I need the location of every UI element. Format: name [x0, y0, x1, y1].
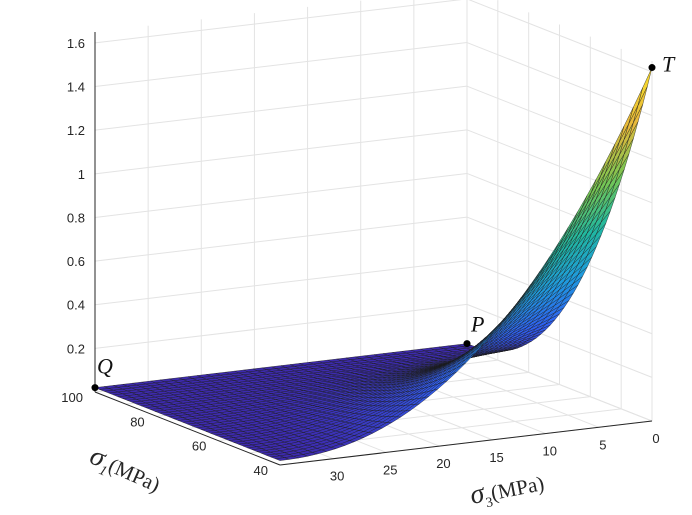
- grid-line: [94, 303, 468, 349]
- x-tick-label: 30: [330, 469, 344, 484]
- surface-cell: [637, 67, 653, 106]
- x-tick-label: 5: [599, 437, 606, 452]
- point-marker-t: [648, 64, 656, 72]
- grid-line: [466, 42, 653, 117]
- grid-line: [94, 129, 468, 175]
- point-label-t: T: [662, 52, 676, 77]
- grid-line: [94, 42, 468, 88]
- grid-line: [468, 0, 653, 73]
- point-marker-p: [463, 340, 471, 348]
- grid-line: [94, 172, 468, 218]
- z-tick-label: 1.6: [67, 36, 85, 51]
- x-tick-label: 25: [383, 462, 397, 477]
- x-tick-label: 20: [436, 456, 450, 471]
- grid-line: [466, 129, 653, 204]
- surface-mesh: [94, 67, 653, 461]
- point-label-q: Q: [97, 354, 113, 379]
- y-tick-label: 60: [192, 439, 206, 454]
- grid-line: [94, 85, 468, 131]
- x-tick-label: 10: [542, 444, 556, 459]
- y-tick-label: 80: [130, 414, 144, 429]
- z-tick-label: 0.6: [67, 254, 85, 269]
- point-label-p: P: [470, 312, 484, 337]
- x-tick-label: 0: [652, 431, 659, 446]
- z-tick-label: 0.8: [67, 210, 85, 225]
- x-tick-label: 15: [489, 450, 503, 465]
- y-tick-label: 40: [254, 463, 268, 478]
- y-axis-label: σ1(MPa): [84, 440, 166, 501]
- key-points: T Q P: [91, 52, 676, 392]
- tick-labels: 0.2 0.4 0.6 0.8 1 1.2 1.4 1.6 30 25 20 15 10 5 0 100 80 6…: [61, 36, 659, 484]
- grid-line: [94, 260, 468, 306]
- x-axis-label: σ3(MPa): [467, 466, 547, 514]
- y-axis-line: [94, 391, 281, 466]
- z-tick-label: 0.4: [67, 298, 85, 313]
- grid-line: [94, 216, 468, 262]
- z-tick-label: 0.2: [67, 341, 85, 356]
- z-tick-label: 1.2: [67, 123, 85, 138]
- grid-line: [94, 0, 463, 44]
- x-axis-line: [279, 420, 653, 466]
- y-tick-label: 100: [61, 390, 83, 405]
- grid-line: [466, 303, 653, 378]
- z-tick-label: 1: [78, 167, 85, 182]
- z-tick-label: 1.4: [67, 80, 85, 95]
- point-marker-q: [91, 384, 99, 392]
- grid-line: [466, 172, 653, 247]
